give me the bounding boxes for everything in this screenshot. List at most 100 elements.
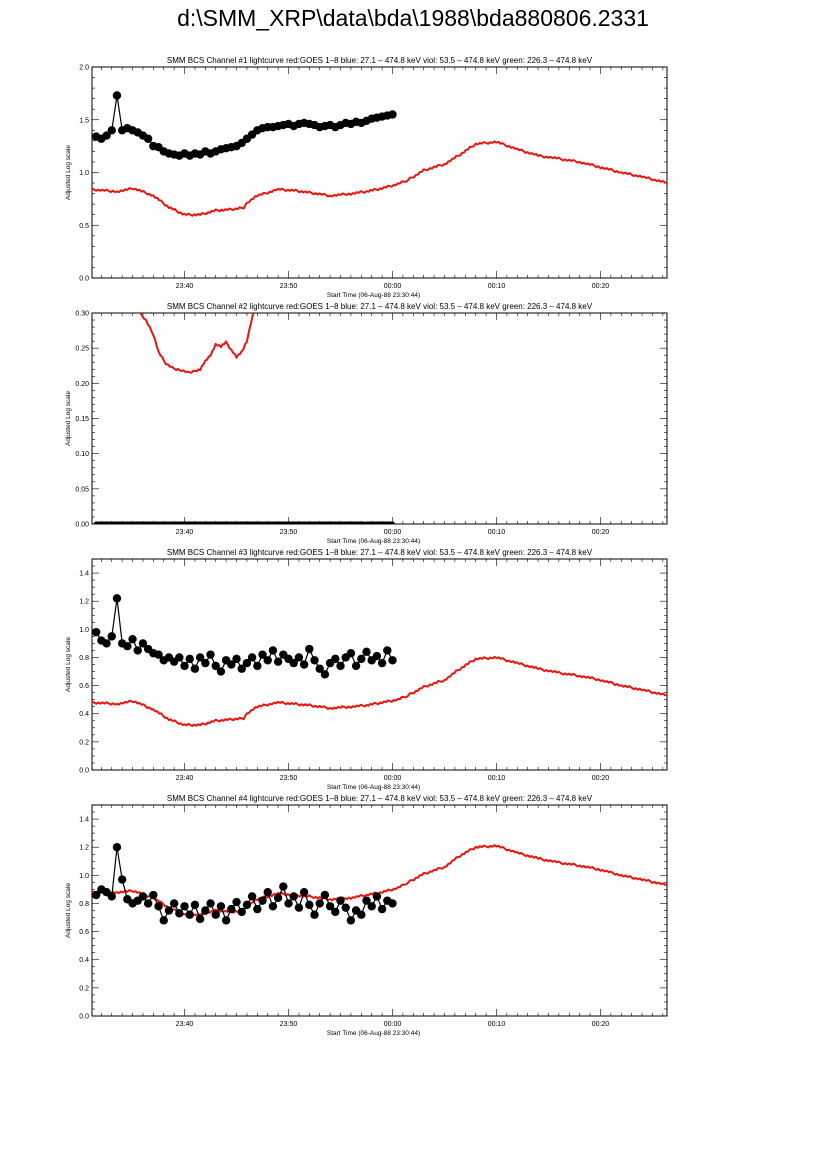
bcs-data-point [289, 658, 298, 668]
y-tick-label: 1.2 [79, 599, 89, 606]
x-tick-label: 23:40 [176, 1021, 194, 1028]
bcs-data-point [180, 661, 189, 671]
y-tick-label: 1.4 [79, 571, 89, 578]
y-tick-label: 0.4 [79, 711, 89, 718]
bcs-data-point [107, 892, 116, 901]
bcs-data-point [242, 658, 252, 668]
y-tick-label: 1.0 [79, 170, 89, 177]
goes-series-line [139, 313, 255, 374]
page-title: d:\SMM_XRP\data\bda\1988\bda880806.2331 [177, 5, 649, 31]
y-tick-label: 0.25 [75, 346, 89, 353]
x-axis-label: Start Time (06-Aug-88 23:30:44) [327, 1030, 420, 1037]
bcs-data-point [123, 642, 132, 651]
bcs-data-point [169, 899, 179, 908]
chart-panel-2: SMM BCS Channel #2 lightcurve red:GOES 1… [65, 302, 668, 545]
y-tick-label: 0.4 [79, 957, 89, 964]
bcs-data-point [133, 646, 142, 655]
y-tick-label: 0.10 [75, 451, 89, 458]
bcs-data-point [211, 910, 220, 919]
bcs-data-point [258, 650, 267, 659]
bcs-data-point [305, 900, 314, 910]
bcs-data-point [117, 875, 127, 884]
y-tick-label: 1.0 [79, 873, 89, 880]
bcs-data-point [242, 900, 252, 910]
bcs-data-point [315, 664, 324, 673]
chart-title: SMM BCS Channel #2 lightcurve red:GOES 1… [167, 302, 593, 311]
bcs-data-point [185, 910, 194, 919]
bcs-data-point [263, 888, 272, 897]
chart-title: SMM BCS Channel #4 lightcurve red:GOES 1… [167, 794, 593, 803]
y-tick-label: 0.20 [75, 381, 89, 388]
x-tick-label: 00:10 [488, 283, 506, 290]
bcs-data-point [263, 656, 272, 665]
bcs-data-point [377, 658, 387, 668]
bcs-data-point [216, 902, 226, 911]
bcs-data-point [206, 650, 215, 659]
bcs-data-point [362, 896, 371, 905]
y-tick-label: 2.0 [79, 65, 89, 72]
goes-series-line [92, 140, 667, 217]
y-axis-label: Adjusted Log scale [65, 883, 72, 938]
x-tick-label: 23:40 [176, 775, 194, 782]
bcs-data-point [159, 916, 168, 925]
bcs-data-point [279, 882, 288, 891]
chart-title: SMM BCS Channel #3 lightcurve red:GOES 1… [167, 548, 593, 557]
y-tick-label: 0.05 [75, 486, 89, 493]
x-tick-label: 23:50 [280, 529, 298, 536]
bcs-data-point [351, 661, 361, 671]
bcs-data-point [107, 632, 116, 641]
bcs-data-point [201, 658, 210, 668]
bcs-data-point [294, 903, 304, 912]
bcs-data-point [92, 627, 101, 637]
x-tick-label: 23:40 [176, 283, 194, 290]
y-tick-label: 1.4 [79, 817, 89, 824]
bcs-data-point [372, 892, 382, 901]
bcs-data-point [372, 651, 382, 661]
bcs-data-point [164, 906, 174, 915]
bcs-data-point [341, 903, 350, 912]
bcs-data-point [107, 126, 116, 135]
bcs-data-point [112, 91, 122, 100]
bcs-data-point [138, 892, 148, 901]
chart-panel-4: SMM BCS Channel #4 lightcurve red:GOES 1… [65, 794, 668, 1037]
x-tick-label: 00:00 [384, 529, 402, 536]
bcs-data-point [185, 654, 194, 664]
bcs-data-point [206, 899, 215, 908]
series-group [92, 91, 667, 217]
bcs-data-point [268, 902, 278, 911]
bcs-data-point [149, 890, 158, 900]
x-axis-label: Start Time (06-Aug-88 23:30:44) [327, 292, 420, 299]
bcs-data-point [237, 664, 246, 673]
bcs-data-point [253, 661, 262, 671]
bcs-data-point [305, 644, 314, 654]
bcs-data-point [388, 656, 397, 665]
x-tick-label: 23:50 [280, 775, 298, 782]
x-tick-label: 00:00 [384, 1021, 402, 1028]
bcs-data-point [211, 661, 220, 671]
y-tick-label: 0.2 [79, 985, 89, 992]
bcs-data-point [102, 639, 111, 648]
y-tick-label: 0.00 [75, 522, 89, 529]
bcs-data-point [232, 897, 241, 907]
bcs-data-point [138, 639, 148, 648]
bcs-data-point [227, 660, 236, 669]
x-tick-label: 00:10 [488, 775, 506, 782]
x-tick-label: 00:20 [592, 283, 610, 290]
bcs-data-point [367, 902, 376, 911]
y-tick-label: 0.0 [79, 1014, 89, 1021]
bcs-data-point [299, 660, 309, 669]
bcs-data-point [377, 904, 387, 914]
bcs-data-point [195, 914, 205, 924]
bcs-data-point [325, 902, 335, 911]
y-tick-label: 0.0 [79, 768, 89, 775]
bcs-data-point [299, 888, 309, 897]
x-tick-label: 00:10 [488, 1021, 506, 1028]
bcs-data-point [268, 646, 278, 655]
bcs-data-point [336, 896, 345, 905]
goes-series-line [92, 844, 667, 917]
y-tick-label: 0.8 [79, 655, 89, 662]
bcs-data-point [315, 899, 324, 908]
y-tick-label: 0.0 [79, 276, 89, 283]
bcs-data-point [154, 902, 163, 911]
